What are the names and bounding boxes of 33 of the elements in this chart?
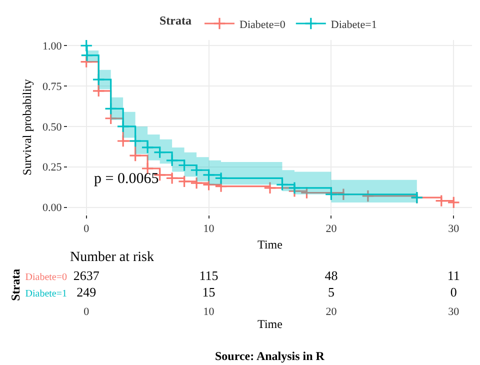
- x-tick-label: 30: [448, 306, 460, 318]
- x-tick-label: 0: [84, 306, 90, 318]
- data-label: 5: [328, 284, 334, 300]
- x-tick-label: 20: [326, 306, 338, 318]
- data-label: 15: [202, 284, 216, 300]
- data-label: 2637: [73, 268, 100, 283]
- legend-title: Strata: [160, 14, 192, 28]
- x-tick-label: 20: [326, 222, 338, 235]
- y-tick-label: 0.25: [42, 162, 62, 174]
- x-tick-label: 10: [203, 306, 215, 318]
- data-label: 11: [447, 268, 460, 283]
- x-axis-title: Time: [258, 316, 282, 331]
- x-axis-title: Time: [258, 238, 282, 252]
- y-tick-label: 0.00: [42, 202, 62, 214]
- chart-title: Number at risk: [70, 250, 154, 265]
- data-label: 0: [450, 284, 457, 300]
- y-axis-title: Survival probability: [20, 79, 34, 176]
- data-label: 48: [324, 268, 338, 283]
- data-label: 115: [199, 268, 218, 283]
- legend-label: Diabete=1: [330, 18, 377, 31]
- source-note: Source: Analysis in R: [215, 349, 325, 363]
- x-tick-label: 0: [84, 222, 90, 235]
- y-tick-label: 1.00: [42, 40, 62, 52]
- y-tick-label: 0.50: [42, 121, 62, 134]
- y-axis-title: Strata: [8, 268, 23, 301]
- y-tick-label: 0.75: [42, 80, 62, 93]
- y-tick-label: Diabete=1: [25, 288, 67, 300]
- annotation: p = 0.0065: [94, 171, 159, 187]
- data-label: 249: [76, 284, 96, 300]
- legend-label: Diabete=0: [240, 18, 286, 31]
- x-tick-label: 10: [203, 222, 215, 235]
- y-tick-label: Diabete=0: [25, 272, 67, 284]
- x-tick-label: 30: [448, 222, 460, 235]
